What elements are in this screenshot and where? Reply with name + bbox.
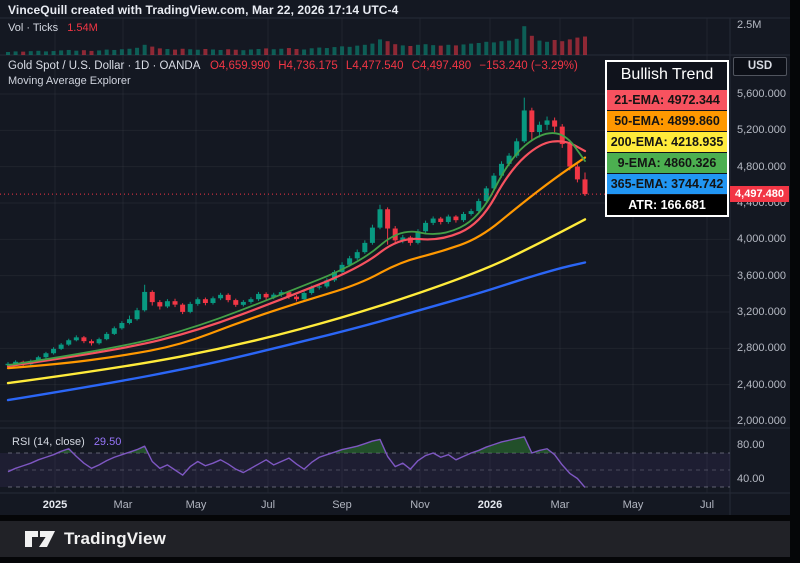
trend-row: 9-EMA: 4860.326 xyxy=(607,152,727,173)
trend-rows: 21-EMA: 4972.344 50-EMA: 4899.860 200-EMA:… xyxy=(607,89,727,215)
last-price-label: 4,497.480 xyxy=(730,186,789,203)
tradingview-logo-text: TradingView xyxy=(64,529,167,548)
price-tick: 4,800.000 xyxy=(737,160,786,173)
volume-label: Vol · Ticks xyxy=(8,22,59,34)
rsi-value: 29.50 xyxy=(93,436,122,448)
trend-title: Bullish Trend xyxy=(607,62,727,89)
snapshot-header: VinceQuill created with TradingView.com,… xyxy=(8,3,399,17)
price-tick: 3,600.000 xyxy=(737,269,786,282)
trend-row: 365-EMA: 3744.742 xyxy=(607,173,727,194)
time-tick: Mar xyxy=(550,499,570,511)
price-tick: 5,200.000 xyxy=(737,124,786,137)
ohlc-low: L4,477.540 xyxy=(345,60,404,72)
rsi-label: RSI (14, close) xyxy=(12,436,85,448)
price-tick: 2,000.000 xyxy=(737,414,786,427)
symbol-legend[interactable]: Gold Spot / U.S. Dollar · 1D · OANDA O4,… xyxy=(8,60,578,72)
symbol-title[interactable]: Gold Spot / U.S. Dollar · 1D · OANDA xyxy=(8,60,200,72)
trend-row: ATR: 166.681 xyxy=(607,194,727,215)
right-edge xyxy=(790,0,800,563)
indicator-label[interactable]: Moving Average Explorer xyxy=(8,75,131,87)
rsi-tick: 40.00 xyxy=(737,472,765,485)
tradingview-logo-icon xyxy=(25,531,55,547)
footer-bar: TradingView xyxy=(0,521,800,557)
time-tick: Nov xyxy=(410,499,430,511)
time-tick: Jul xyxy=(260,499,276,511)
ohlc-change: −153.240 (−3.29%) xyxy=(479,60,578,72)
price-tick: 2,800.000 xyxy=(737,342,786,355)
time-tick: Mar xyxy=(113,499,133,511)
ohlc-close: C4,497.480 xyxy=(411,60,472,72)
volume-value: 1.54M xyxy=(67,22,98,34)
volume-pane-legend: Vol · Ticks 1.54M xyxy=(8,22,98,34)
price-tick: 5,600.000 xyxy=(737,88,786,100)
price-tick: 3,200.000 xyxy=(737,305,786,318)
time-tick: 2026 xyxy=(477,499,503,511)
rsi-tick: 80.00 xyxy=(737,438,765,451)
bottom-edge xyxy=(0,557,800,563)
time-tick: Jul xyxy=(699,499,715,511)
tradingview-logo[interactable]: TradingView xyxy=(24,528,166,550)
trend-row: 50-EMA: 4899.860 xyxy=(607,110,727,131)
volume-scale-tick: 2.5M xyxy=(737,19,762,31)
rsi-pane-legend: RSI (14, close) 29.50 xyxy=(12,436,121,448)
ohlc-high: H4,736.175 xyxy=(278,60,338,72)
price-tick: 2,400.000 xyxy=(737,378,786,391)
ohlc-open: O4,659.990 xyxy=(209,60,271,72)
price-tick: 4,000.000 xyxy=(737,233,786,246)
currency-toggle-button[interactable]: USD xyxy=(733,57,787,76)
time-tick: May xyxy=(622,499,644,511)
time-tick: Sep xyxy=(332,499,352,511)
time-tick: 2025 xyxy=(42,499,68,511)
trend-row: 21-EMA: 4972.344 xyxy=(607,89,727,110)
trend-row: 200-EMA: 4218.935 xyxy=(607,131,727,152)
bullish-trend-panel: Bullish Trend 21-EMA: 4972.344 50-EMA: 48… xyxy=(605,60,729,217)
time-tick: May xyxy=(185,499,207,511)
divider-strip-top xyxy=(0,515,800,521)
